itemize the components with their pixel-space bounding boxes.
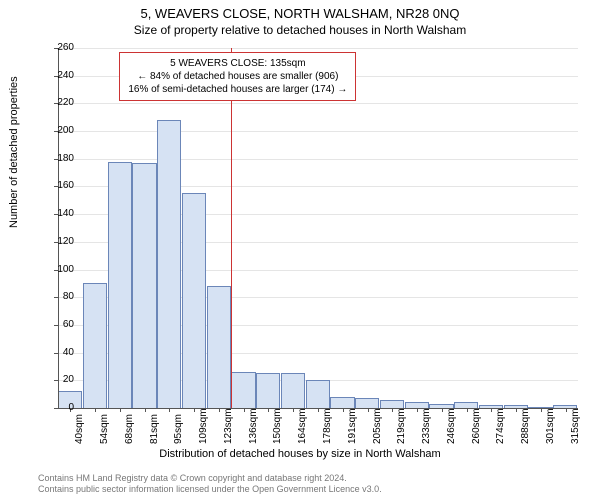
x-tick-label: 81sqm [149, 414, 160, 444]
x-tick-label: 68sqm [124, 414, 135, 444]
y-tick-label: 100 [44, 264, 74, 275]
histogram-bar [256, 373, 280, 408]
x-tick-label: 136sqm [248, 408, 259, 444]
x-tick-label: 233sqm [421, 408, 432, 444]
annotation-box: 5 WEAVERS CLOSE: 135sqm← 84% of detached… [119, 52, 356, 101]
y-axis-label: Number of detached properties [8, 76, 20, 228]
x-tick-label: 288sqm [520, 408, 531, 444]
y-tick-label: 40 [44, 347, 74, 358]
gridline [58, 48, 578, 49]
y-tick-label: 120 [44, 236, 74, 247]
histogram-bar [231, 372, 255, 408]
annotation-line: 16% of semi-detached houses are larger (… [128, 83, 347, 96]
histogram-bar [108, 162, 132, 408]
annotation-line: ← 84% of detached houses are smaller (90… [128, 70, 347, 83]
annotation-line: 5 WEAVERS CLOSE: 135sqm [128, 57, 347, 70]
chart-subtitle: Size of property relative to detached ho… [0, 21, 600, 37]
x-tick-label: 219sqm [396, 408, 407, 444]
gridline [58, 103, 578, 104]
y-tick-label: 200 [44, 125, 74, 136]
x-tick-label: 150sqm [272, 408, 283, 444]
y-tick-label: 220 [44, 97, 74, 108]
y-tick-label: 180 [44, 153, 74, 164]
y-tick-label: 80 [44, 291, 74, 302]
chart-title: 5, WEAVERS CLOSE, NORTH WALSHAM, NR28 0N… [0, 0, 600, 21]
footer-line2: Contains public sector information licen… [38, 484, 382, 496]
histogram-bar [330, 397, 354, 408]
footer-line1: Contains HM Land Registry data © Crown c… [38, 473, 382, 485]
y-tick-label: 160 [44, 180, 74, 191]
x-tick-label: 178sqm [322, 408, 333, 444]
x-tick-label: 54sqm [99, 414, 110, 444]
y-tick-label: 20 [44, 374, 74, 385]
x-axis-label: Distribution of detached houses by size … [0, 448, 600, 460]
y-tick-label: 140 [44, 208, 74, 219]
gridline [58, 159, 578, 160]
chart-container: 5, WEAVERS CLOSE, NORTH WALSHAM, NR28 0N… [0, 0, 600, 500]
x-tick-label: 191sqm [347, 408, 358, 444]
gridline [58, 131, 578, 132]
x-tick-label: 95sqm [173, 414, 184, 444]
y-tick-label: 0 [44, 402, 74, 413]
x-tick-label: 164sqm [297, 408, 308, 444]
y-tick-label: 240 [44, 70, 74, 81]
histogram-bar [83, 283, 107, 408]
x-tick-label: 109sqm [198, 408, 209, 444]
x-tick-label: 260sqm [471, 408, 482, 444]
x-tick-label: 301sqm [545, 408, 556, 444]
histogram-bar [132, 163, 156, 408]
histogram-bar [207, 286, 231, 408]
plot-area [58, 48, 578, 408]
marker-line [231, 48, 232, 408]
histogram-bar [182, 193, 206, 408]
histogram-bar [306, 380, 330, 408]
x-tick-label: 274sqm [495, 408, 506, 444]
histogram-bar [281, 373, 305, 408]
y-tick-label: 260 [44, 42, 74, 53]
x-tick-label: 40sqm [74, 414, 85, 444]
x-tick-label: 205sqm [372, 408, 383, 444]
histogram-bar [157, 120, 181, 408]
histogram-bar [380, 400, 404, 408]
x-tick-label: 123sqm [223, 408, 234, 444]
histogram-bar [355, 398, 379, 408]
x-tick-label: 315sqm [570, 408, 581, 444]
y-tick-label: 60 [44, 319, 74, 330]
x-tick-label: 246sqm [446, 408, 457, 444]
footer-attribution: Contains HM Land Registry data © Crown c… [38, 473, 382, 496]
